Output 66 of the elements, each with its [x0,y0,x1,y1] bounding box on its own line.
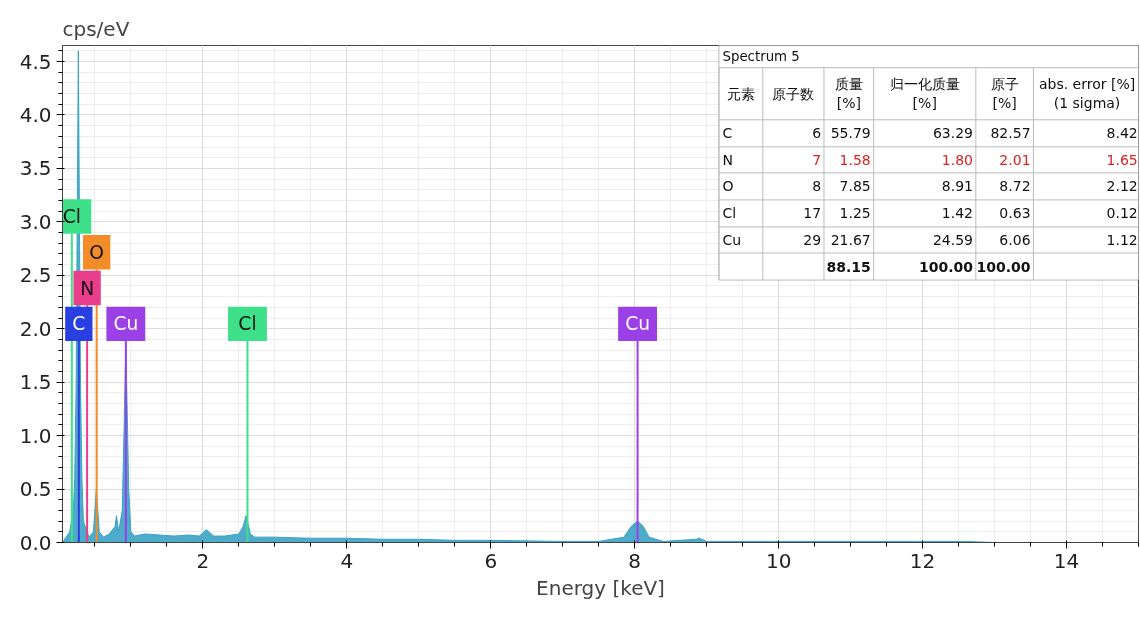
annotation: Spectrum 5 [722,49,800,65]
x-tick-label: 14 [1053,548,1080,573]
annotation: 100.00 [918,258,974,275]
annotation: 质量 [%] [834,76,863,112]
ref-line-label: O [89,241,105,263]
x-axis-title: Energy [keV] [536,575,665,600]
annotation: 82.57 [990,125,1031,142]
annotation: 1.58 [839,151,871,168]
annotation: 24.59 [932,231,973,248]
ref-line-label: Cl [62,205,81,227]
annotation: O [722,178,734,195]
annotation: 17 [803,205,822,222]
x-tick-label: 8 [628,548,642,573]
ref-line-label: Cl [238,313,257,335]
y-tick-label: 3.0 [19,209,52,234]
y-tick-label: 2.0 [19,316,52,341]
annotation: 8 [812,178,822,195]
annotation: 原子数 [772,85,815,102]
annotation: 1.25 [839,205,871,222]
annotation: 元素 [726,85,755,102]
y-tick-label: 0.0 [19,530,52,555]
annotation: 0.12 [1106,205,1138,222]
ref-line-label: C [72,313,86,335]
y-tick-label: 2.5 [19,263,52,288]
annotation: abs. error [%] (1 sigma) [1038,76,1136,112]
ref-line-label: Cu [625,313,650,335]
annotation: 2.01 [999,151,1031,168]
y-tick-label: 1.5 [19,370,52,395]
annotation: Cl [722,205,737,222]
annotation: 0.63 [999,205,1031,222]
annotation: 1.80 [941,151,973,168]
ref-line-label: Cu [113,313,139,335]
annotation: 7 [812,151,822,168]
annotation: 88.15 [826,258,871,275]
annotation: 55.79 [830,125,871,142]
annotation: 1.12 [1106,231,1138,248]
annotation: 1.65 [1106,151,1138,168]
y-tick-label: 0.5 [19,477,52,502]
annotation: 1.42 [941,205,973,222]
x-tick-label: 4 [340,548,354,573]
annotation: Cu [722,231,742,248]
annotation: 8.42 [1106,125,1138,142]
annotation: 29 [803,231,822,248]
annotation: 8.72 [999,178,1031,195]
annotation: 21.67 [830,231,871,248]
x-tick-label: 6 [484,548,498,573]
annotation: 6 [812,125,822,142]
annotation: 100.00 [976,258,1031,275]
annotation: 8.91 [941,178,973,195]
annotation: 2.12 [1106,178,1138,195]
annotation: 归一化质量 [%] [889,76,960,112]
annotation: 原子 [%] [990,76,1019,112]
annotation: C [722,125,733,142]
x-tick-label: 2 [196,548,210,573]
annotation: 6.06 [999,231,1031,248]
y-tick-label: 1.0 [19,423,52,448]
x-tick-label: 10 [765,548,792,573]
y-tick-label: 3.5 [19,156,52,181]
y-tick-label: 4.5 [19,49,52,74]
annotation: 63.29 [932,125,973,142]
ref-line-label: N [80,277,95,299]
y-axis-title: cps/eV [62,16,130,41]
annotation: 7.85 [839,178,871,195]
x-tick-label: 12 [909,548,936,573]
y-tick-label: 4.0 [19,102,52,127]
annotation: N [722,151,733,168]
